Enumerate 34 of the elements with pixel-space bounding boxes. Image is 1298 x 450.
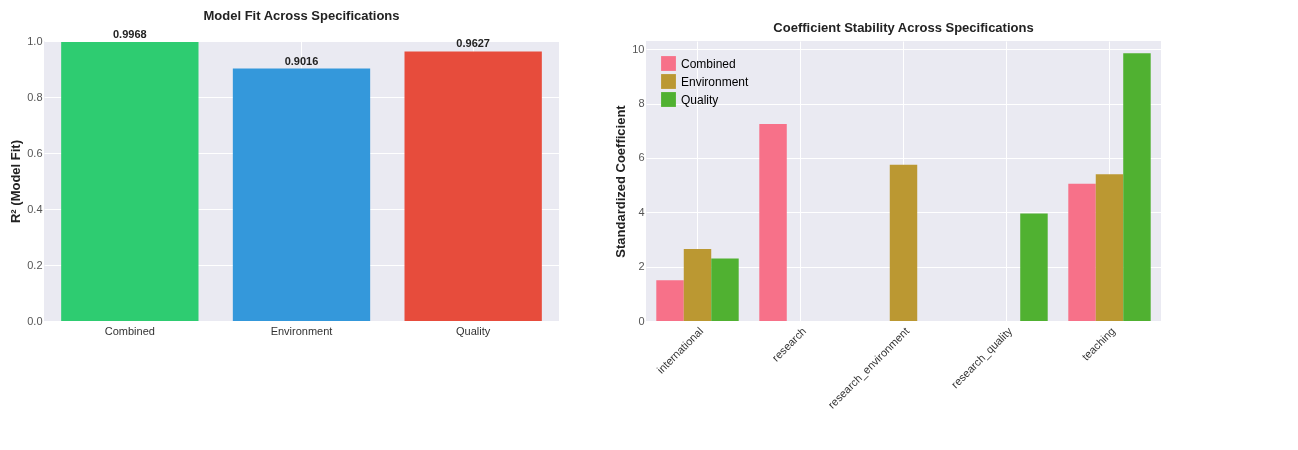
y-axis-title: R² (Model Fit)	[8, 139, 24, 224]
y-tick-label: 0.0	[27, 314, 43, 327]
bar	[711, 258, 739, 321]
x-tick-label: Combined	[104, 324, 155, 337]
chart-title: Model Fit Across Specifications	[203, 7, 400, 23]
y-tick-label: 0.2	[27, 258, 43, 271]
chart-title: Coefficient Stability Across Specifications	[773, 20, 1034, 35]
y-tick-label: 1.0	[27, 34, 43, 47]
x-tick-label: Quality	[456, 324, 491, 337]
y-tick-label: 0	[638, 314, 645, 327]
legend-label: Combined	[681, 56, 736, 71]
y-tick-label: 0.8	[27, 90, 43, 103]
data-label: 0.9016	[284, 54, 319, 67]
legend-label: Quality	[681, 92, 719, 107]
x-tick-label: Environment	[270, 324, 333, 337]
bar	[1123, 53, 1151, 321]
bar	[683, 248, 712, 321]
y-axis-title: Standardized Coefficient	[613, 104, 629, 258]
bar	[1020, 213, 1048, 321]
bar	[889, 164, 918, 321]
y-tick-label: 8	[638, 97, 645, 110]
bar	[656, 280, 684, 321]
bar	[1095, 174, 1124, 321]
data-label: 0.9968	[113, 27, 147, 40]
bar	[759, 123, 787, 321]
y-tick-label: 4	[638, 205, 645, 218]
y-tick-label: 6	[638, 151, 645, 164]
bar	[1068, 183, 1096, 321]
y-tick-label: 2	[638, 260, 645, 273]
y-tick-label: 0.4	[27, 202, 43, 215]
data-label: 0.9627	[456, 37, 490, 50]
y-tick-label: 0.6	[27, 146, 43, 159]
y-tick-label: 10	[632, 42, 645, 55]
legend-label: Environment	[681, 74, 750, 89]
